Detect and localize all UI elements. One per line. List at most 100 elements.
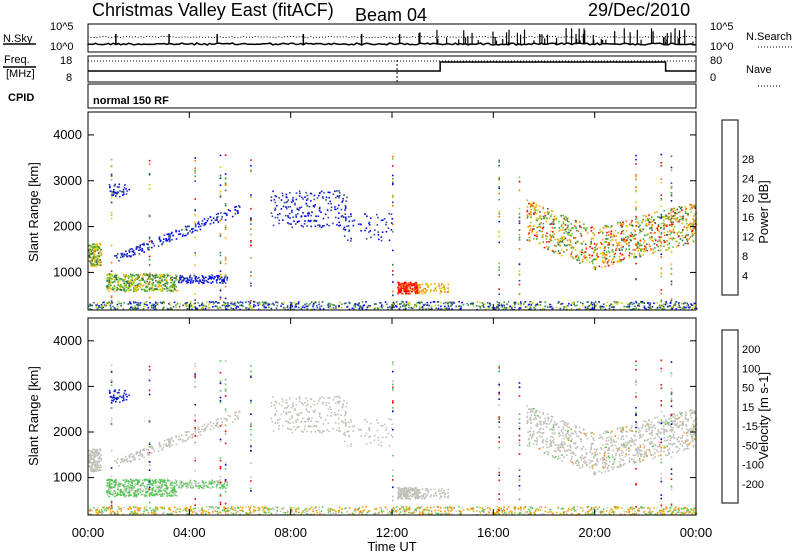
power-cell	[368, 306, 370, 308]
power-cell	[90, 261, 93, 263]
power-cell	[586, 301, 589, 303]
power-cell	[171, 286, 174, 288]
velocity-cell	[231, 508, 234, 510]
power-cell	[663, 219, 665, 222]
power-cell	[634, 249, 636, 251]
velocity-cell	[137, 488, 139, 491]
power-cell	[109, 277, 112, 279]
power-cell	[225, 308, 227, 310]
power-cell	[670, 283, 673, 286]
colorbar-tick-label: 24	[742, 173, 754, 185]
power-cell	[624, 236, 627, 238]
colorbar-tick-label: 20	[742, 193, 754, 205]
velocity-cell	[680, 507, 683, 510]
power-cell	[416, 292, 419, 294]
velocity-cell	[100, 457, 102, 460]
velocity-cell	[125, 480, 128, 483]
power-cell	[413, 306, 415, 308]
power-cell	[670, 208, 673, 211]
velocity-cell	[194, 510, 196, 513]
power-cell	[676, 218, 678, 221]
power-cell	[665, 215, 667, 217]
power-cell	[530, 208, 533, 211]
power-cell	[675, 300, 678, 303]
power-cell	[409, 289, 412, 292]
power-cell	[530, 221, 532, 224]
power-cell	[191, 277, 193, 279]
power-cell	[373, 308, 376, 310]
power-cell	[194, 209, 196, 212]
power-cell	[513, 302, 515, 304]
power-cell	[227, 209, 230, 211]
power-cell	[676, 208, 679, 211]
power-cell	[330, 209, 332, 212]
power-cell	[618, 248, 621, 250]
velocity-cell	[544, 510, 546, 513]
power-cell	[185, 304, 187, 307]
power-cell	[593, 243, 596, 245]
power-cell	[110, 244, 113, 247]
power-cell	[194, 172, 196, 174]
power-cell	[219, 306, 222, 309]
power-cell	[631, 235, 634, 238]
power-cell	[154, 301, 157, 304]
power-cell	[479, 301, 481, 304]
power-cell	[97, 255, 100, 258]
power-cell	[147, 247, 149, 249]
power-cell	[137, 249, 140, 252]
power-cell	[527, 215, 529, 218]
power-cell	[614, 229, 616, 232]
power-cell	[540, 222, 542, 224]
power-cell	[309, 192, 312, 195]
power-cell	[151, 241, 153, 244]
power-cell	[623, 257, 626, 260]
power-cell	[691, 204, 693, 206]
power-cell	[276, 204, 278, 207]
velocity-cell	[321, 506, 324, 508]
freq-panel-frame	[87, 55, 697, 83]
power-cell	[107, 274, 110, 276]
power-cell	[158, 236, 161, 239]
power-cell	[280, 199, 283, 201]
power-cell	[212, 221, 215, 224]
power-cell	[310, 219, 312, 222]
power-cell	[633, 253, 636, 255]
power-cell	[338, 204, 340, 207]
power-cell	[654, 239, 657, 242]
power-cell	[106, 277, 109, 279]
velocity-cell	[133, 507, 135, 509]
power-cell	[159, 275, 162, 277]
power-cell	[621, 302, 623, 304]
power-cell	[531, 302, 534, 304]
power-cell	[232, 308, 235, 310]
velocity-cell	[89, 458, 91, 461]
power-cell	[161, 287, 164, 289]
velocity-cell	[218, 507, 220, 509]
power-cell	[658, 226, 660, 228]
power-cell	[140, 284, 143, 287]
power-cell	[539, 226, 541, 228]
velocity-cell	[113, 490, 116, 492]
velocity-cell	[347, 510, 349, 513]
power-cell	[687, 214, 689, 217]
power-cell	[563, 251, 565, 253]
power-cell	[580, 301, 582, 304]
power-cell	[148, 272, 151, 275]
power-cell	[184, 277, 187, 280]
power-cell	[576, 304, 578, 307]
power-cell	[298, 306, 300, 309]
power-cell	[550, 210, 553, 212]
power-cell	[201, 220, 204, 222]
power-cell	[649, 245, 651, 248]
power-cell	[310, 200, 312, 202]
velocity-cell	[296, 507, 298, 510]
power-cell	[146, 280, 148, 283]
velocity-cell	[110, 487, 113, 489]
power-cell	[622, 258, 624, 261]
velocity-cell	[131, 512, 133, 514]
power-cell	[536, 303, 539, 306]
velocity-cell	[231, 506, 233, 508]
power-cell	[362, 305, 365, 307]
power-cell	[626, 225, 628, 228]
velocity-cell	[104, 508, 107, 511]
